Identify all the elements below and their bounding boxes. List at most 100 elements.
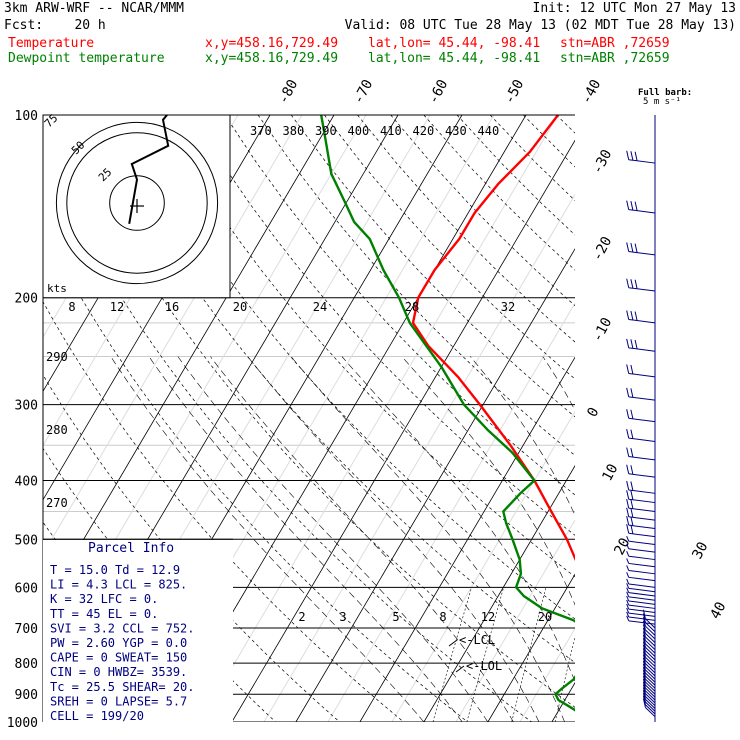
wind-barb-flag <box>642 695 646 705</box>
wind-barb-flag <box>626 572 630 578</box>
wind-barb-flag <box>642 672 646 683</box>
wind-barb <box>645 640 656 651</box>
wind-barb-flag <box>626 565 630 571</box>
isotherm-label: -10 <box>589 315 615 345</box>
wind-barb-flag <box>626 578 630 585</box>
theta-label: 400 <box>348 124 370 138</box>
wind-barb <box>645 681 656 692</box>
dry-adiabat <box>224 115 575 496</box>
wind-barb-flag <box>642 631 646 641</box>
hodograph-unit-label: kts <box>47 282 67 295</box>
wind-barb-flag <box>626 447 630 457</box>
parcel-info-row: LI = 4.3 LCL = 825. <box>50 578 187 592</box>
wind-barb-flag <box>630 339 634 349</box>
wind-barb-flag <box>642 666 646 677</box>
wind-barb <box>645 622 656 633</box>
wind-barb <box>628 616 656 621</box>
wind-barb-flag <box>630 524 634 534</box>
dry-adiabat <box>43 227 468 722</box>
parcel-info-row: SVI = 3.2 CCL = 752. <box>50 621 195 635</box>
wind-barb-flag <box>626 551 630 557</box>
isotherm-label: -50 <box>501 77 527 107</box>
isotherm-label: 20 <box>611 535 633 557</box>
wind-barb-flag <box>642 651 646 661</box>
minor-isotherm <box>43 115 303 555</box>
minor-isotherm <box>199 115 559 722</box>
mixing-ratio-label: 3 <box>339 610 346 624</box>
wind-barb-flag <box>642 660 646 671</box>
wind-barb-flag <box>626 599 630 606</box>
isotherm-label: -30 <box>589 147 615 177</box>
wind-barb <box>645 633 656 643</box>
wind-barb <box>628 555 656 561</box>
wind-barb-flag <box>642 663 646 674</box>
minor-isotherm <box>584 115 740 722</box>
wind-barb-flag <box>626 516 630 526</box>
wind-barb <box>628 596 656 601</box>
wind-barb <box>628 600 656 605</box>
wind-barb-flag <box>634 311 638 321</box>
dry-adiabat <box>623 115 740 722</box>
wind-barb-flag <box>642 648 646 658</box>
wind-barb-flag <box>626 583 630 589</box>
wind-barb <box>645 650 656 661</box>
wind-barb <box>628 587 656 593</box>
theta-label: 290 <box>46 350 68 364</box>
wind-barb <box>645 629 656 640</box>
theta-label: 270 <box>46 496 68 510</box>
pressure-label: 400 <box>15 474 38 489</box>
wind-barb-flag <box>626 387 630 397</box>
mixing-ratio-label: 8 <box>439 610 446 624</box>
dry-adiabat <box>489 115 575 202</box>
pressure-label: 1000 <box>7 716 38 731</box>
wind-barb-flag <box>626 603 630 610</box>
dewpoint-legend-xy: x,y=458.16,729.49 <box>205 51 339 66</box>
wind-barb-flag <box>626 524 630 534</box>
parcel-info-row: TT = 45 EL = 0. <box>50 607 158 621</box>
wind-barb-flag <box>630 242 634 253</box>
wind-barb <box>628 319 656 324</box>
speed-tick-label: 8 <box>68 300 75 314</box>
wind-barb-flag <box>630 364 634 375</box>
moist-adiabat <box>470 356 575 516</box>
wind-barb-flag <box>642 678 646 689</box>
mixing-ratio-label: 12 <box>481 610 495 624</box>
parcel-info-title: Parcel Info <box>88 541 174 556</box>
wind-barb-flag <box>626 409 630 419</box>
wind-barb-flag <box>642 627 646 638</box>
wind-barb-flag <box>626 338 630 348</box>
mixing-ratio-label: 2 <box>298 610 305 624</box>
mixing-ratio-line <box>466 587 504 722</box>
wind-barb <box>628 489 656 494</box>
pressure-label: 600 <box>15 581 38 596</box>
moist-adiabat <box>401 356 575 606</box>
wind-barb-flag <box>626 364 630 374</box>
wind-barb <box>645 660 656 671</box>
wind-barb-flag <box>626 587 630 593</box>
wind-barb <box>628 604 656 609</box>
isotherm-label: -20 <box>589 234 615 264</box>
theta-label: 370 <box>250 124 272 138</box>
dry-adiabat <box>290 115 575 418</box>
wind-barb <box>628 287 656 292</box>
wind-barb <box>645 618 656 629</box>
wind-barb <box>645 653 656 664</box>
wind-barb-flag <box>642 617 646 627</box>
pressure-label: 300 <box>15 399 38 414</box>
theta-label: 430 <box>445 124 467 138</box>
pressure-label: 200 <box>15 292 38 307</box>
hodograph-ring <box>55 121 219 285</box>
hodograph <box>55 115 219 285</box>
minor-isotherm <box>391 410 575 722</box>
wind-barb-flag <box>626 278 630 288</box>
wind-barb <box>645 656 656 667</box>
wind-barb <box>628 209 656 214</box>
wind-barb <box>628 456 656 461</box>
temperature-legend-station: stn=ABR ,72659 <box>560 36 670 51</box>
valid-time: Valid: 08 UTC Tue 28 May 13 (02 MDT Tue … <box>344 18 736 33</box>
wind-barb-flag <box>630 465 634 475</box>
dry-adiabat <box>590 115 740 722</box>
wind-barb <box>645 625 656 636</box>
wind-barb <box>628 251 656 256</box>
